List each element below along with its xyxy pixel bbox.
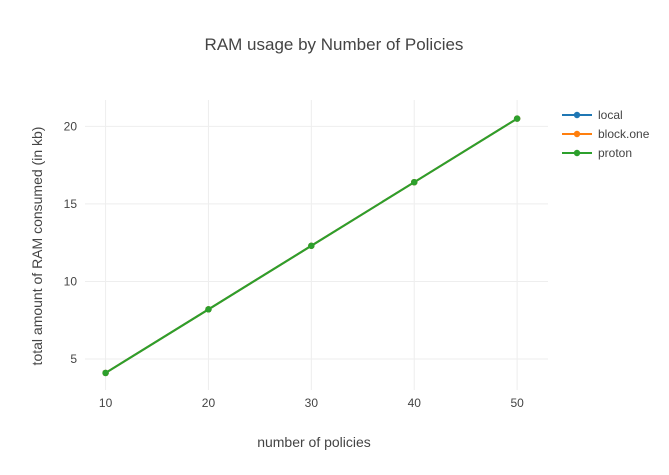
x-tick-label: 50 (510, 396, 524, 410)
x-tick-label: 20 (202, 396, 216, 410)
series-proton (102, 115, 521, 377)
legend-swatch-marker (573, 111, 581, 119)
x-axis-label: number of policies (257, 434, 371, 450)
legend-item-block-one[interactable]: block.one (562, 127, 650, 141)
y-tick-label: 5 (70, 352, 77, 366)
y-tick-label: 20 (64, 119, 78, 133)
legend-swatch-marker (573, 130, 581, 138)
grid (85, 100, 548, 390)
data-point (102, 369, 109, 377)
legend-item-local[interactable]: local (562, 108, 623, 122)
series (102, 115, 521, 377)
legend-item-proton[interactable]: proton (562, 146, 632, 160)
y-axis-label: total amount of RAM consumed (in kb) (29, 127, 45, 366)
y-tick-label: 10 (64, 274, 78, 288)
legend-swatch-marker (573, 149, 581, 157)
legend-label: local (598, 108, 623, 122)
data-point (513, 115, 521, 122)
chart-title: RAM usage by Number of Policies (205, 35, 464, 54)
data-point (411, 178, 418, 186)
y-tick-label: 15 (64, 197, 78, 211)
x-tick-label: 30 (305, 396, 319, 410)
x-tick-label: 10 (99, 396, 113, 410)
legend[interactable]: local block.one proton (562, 108, 650, 160)
tick-labels: 10 20 30 40 50 5 10 15 20 (64, 119, 524, 410)
legend-label: block.one (598, 127, 650, 141)
data-point (205, 306, 212, 313)
data-point (308, 242, 315, 249)
x-tick-label: 40 (408, 396, 422, 410)
legend-label: proton (598, 146, 632, 160)
